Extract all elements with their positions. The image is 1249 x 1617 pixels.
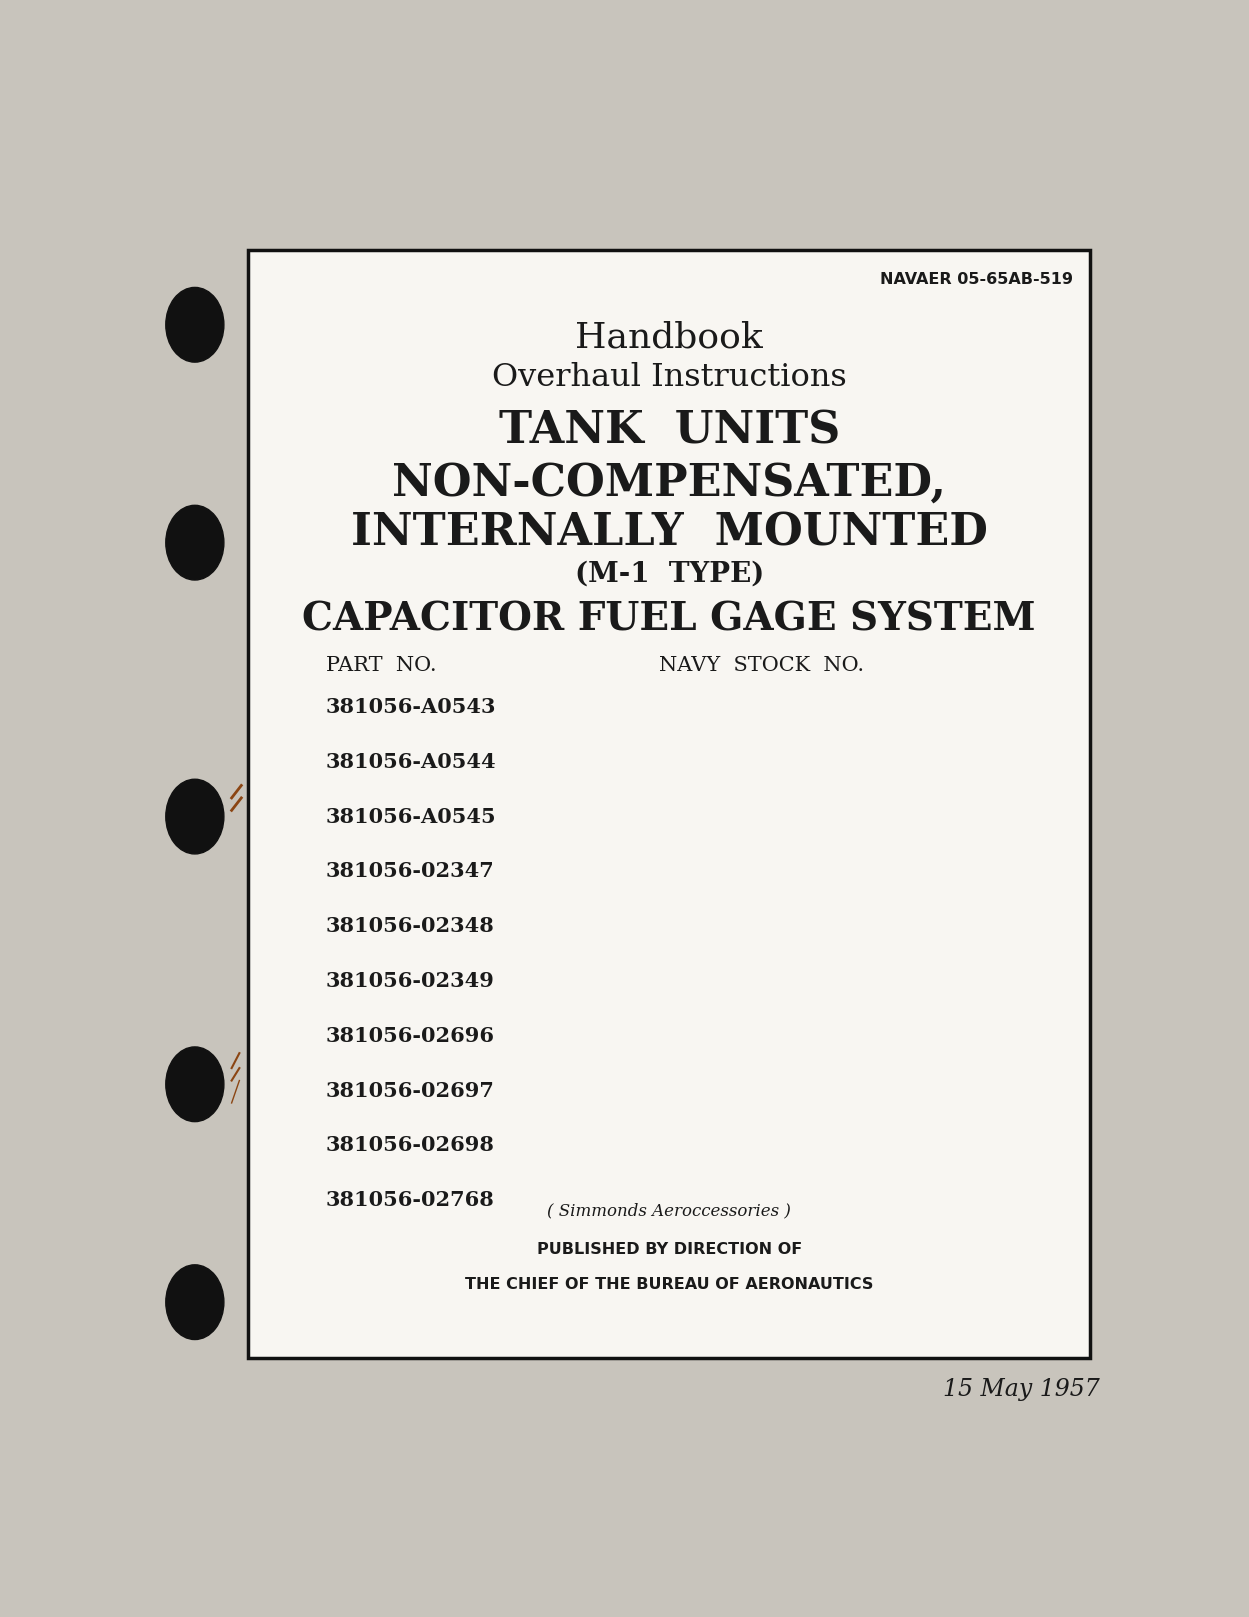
Text: NAVY  STOCK  NO.: NAVY STOCK NO. (659, 657, 864, 676)
Circle shape (166, 288, 224, 362)
Text: 381056-02347: 381056-02347 (326, 862, 495, 881)
Text: 381056-02768: 381056-02768 (326, 1190, 495, 1210)
Text: Overhaul Instructions: Overhaul Instructions (492, 362, 847, 393)
Text: PUBLISHED BY DIRECTION OF: PUBLISHED BY DIRECTION OF (537, 1242, 802, 1258)
Text: ( Simmonds Aeroccessories ): ( Simmonds Aeroccessories ) (547, 1203, 791, 1219)
Text: INTERNALLY  MOUNTED: INTERNALLY MOUNTED (351, 511, 988, 555)
Text: 381056-02697: 381056-02697 (326, 1080, 495, 1101)
Text: THE CHIEF OF THE BUREAU OF AERONAUTICS: THE CHIEF OF THE BUREAU OF AERONAUTICS (465, 1277, 873, 1292)
Text: (M-1  TYPE): (M-1 TYPE) (575, 561, 764, 587)
Text: 381056-A0543: 381056-A0543 (326, 697, 496, 716)
Text: NAVAER 05-65AB-519: NAVAER 05-65AB-519 (879, 273, 1073, 288)
Text: PART  NO.: PART NO. (326, 657, 436, 676)
Text: TANK  UNITS: TANK UNITS (498, 409, 839, 453)
Text: 381056-02698: 381056-02698 (326, 1135, 495, 1155)
Circle shape (166, 1264, 224, 1339)
Circle shape (166, 1046, 224, 1122)
Circle shape (166, 506, 224, 581)
Text: 381056-A0545: 381056-A0545 (326, 807, 496, 826)
Bar (249, 251, 1090, 1358)
Text: CAPACITOR FUEL GAGE SYSTEM: CAPACITOR FUEL GAGE SYSTEM (302, 602, 1035, 639)
Text: NON-COMPENSATED,: NON-COMPENSATED, (392, 461, 947, 505)
Text: Handbook: Handbook (576, 320, 763, 354)
Text: 381056-02348: 381056-02348 (326, 917, 495, 936)
Text: 381056-A0544: 381056-A0544 (326, 752, 496, 771)
Text: 381056-02696: 381056-02696 (326, 1025, 495, 1046)
Text: 15 May 1957: 15 May 1957 (943, 1378, 1100, 1400)
Circle shape (166, 779, 224, 854)
Text: 381056-02349: 381056-02349 (326, 970, 495, 991)
